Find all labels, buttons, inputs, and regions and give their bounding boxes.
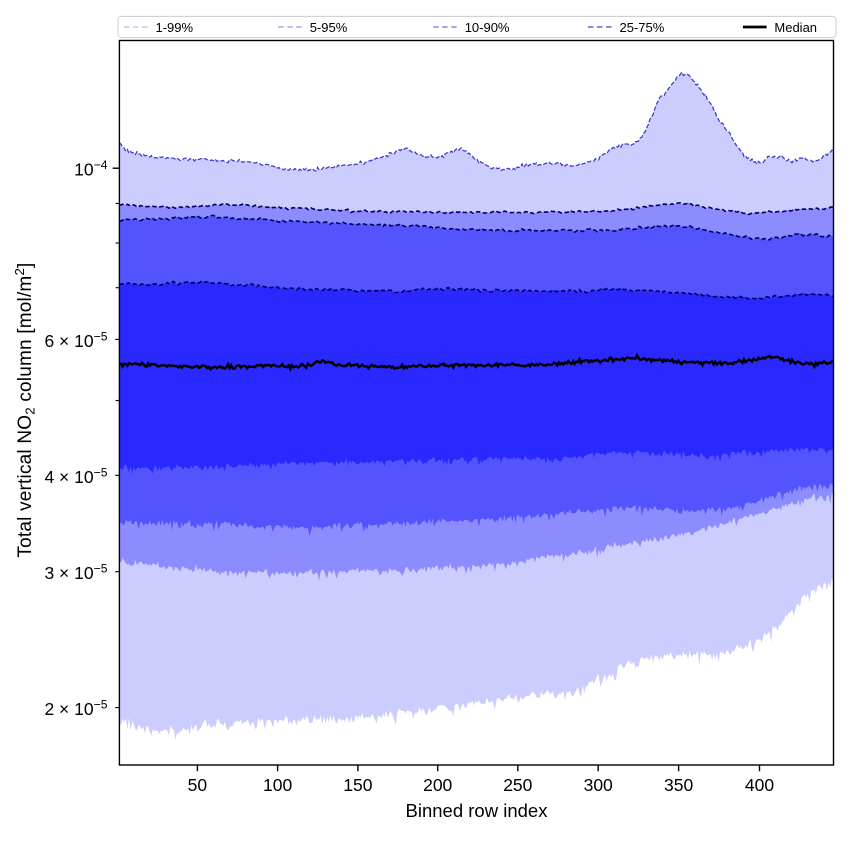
svg-text:3 × 10−5: 3 × 10−5 bbox=[44, 562, 107, 584]
svg-text:200: 200 bbox=[423, 775, 452, 795]
svg-text:25-75%: 25-75% bbox=[620, 20, 665, 35]
svg-text:150: 150 bbox=[343, 775, 372, 795]
svg-text:4 × 10−5: 4 × 10−5 bbox=[44, 465, 107, 487]
svg-text:400: 400 bbox=[745, 775, 774, 795]
svg-text:350: 350 bbox=[664, 775, 693, 795]
svg-text:Median: Median bbox=[774, 20, 817, 35]
svg-text:250: 250 bbox=[503, 775, 532, 795]
svg-text:50: 50 bbox=[188, 775, 208, 795]
svg-text:Total vertical NO2 column [mol: Total vertical NO2 column [mol/m2] bbox=[12, 262, 38, 557]
svg-text:1-99%: 1-99% bbox=[156, 20, 194, 35]
svg-text:5-95%: 5-95% bbox=[310, 20, 348, 35]
svg-text:10-90%: 10-90% bbox=[465, 20, 510, 35]
svg-text:100: 100 bbox=[263, 775, 292, 795]
svg-text:2 × 10−5: 2 × 10−5 bbox=[44, 698, 107, 720]
svg-text:Binned row index: Binned row index bbox=[406, 800, 549, 821]
svg-text:300: 300 bbox=[584, 775, 613, 795]
svg-text:6 × 10−5: 6 × 10−5 bbox=[44, 329, 107, 351]
